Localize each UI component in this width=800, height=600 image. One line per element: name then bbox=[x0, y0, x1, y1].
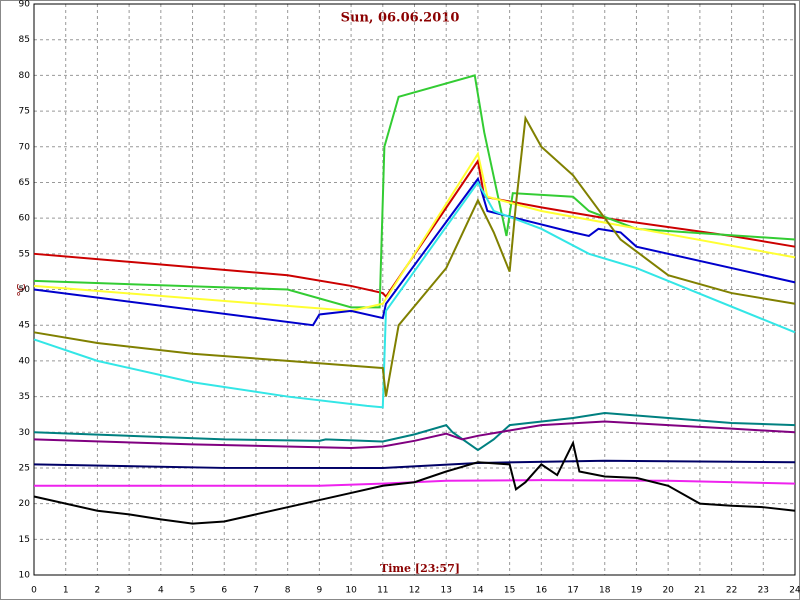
series-line bbox=[33, 411, 796, 452]
x-tick-label: 16 bbox=[536, 586, 548, 596]
x-tick-label: 9 bbox=[317, 586, 323, 596]
y-tick-label: 85 bbox=[19, 35, 30, 45]
y-tick-label: 65 bbox=[19, 178, 30, 188]
x-tick-label: 4 bbox=[158, 586, 164, 596]
y-tick-label: 90 bbox=[19, 0, 31, 10]
x-tick-label: 19 bbox=[631, 586, 643, 596]
y-tick-label: 20 bbox=[19, 499, 31, 509]
series-line bbox=[33, 180, 796, 409]
y-tick-label: 70 bbox=[19, 142, 31, 152]
x-tick-label: 22 bbox=[726, 586, 737, 596]
chart-title: Sun, 06.06.2010 bbox=[341, 11, 460, 26]
x-tick-label: 13 bbox=[440, 586, 451, 596]
y-tick-label: 60 bbox=[19, 214, 31, 224]
y-tick-label: 25 bbox=[19, 463, 30, 473]
x-axis-label: Time [23:57] bbox=[380, 562, 460, 575]
x-tick-label: 20 bbox=[662, 586, 674, 596]
x-tick-label: 21 bbox=[694, 586, 705, 596]
y-tick-label: 10 bbox=[19, 571, 31, 581]
series-line bbox=[33, 158, 796, 299]
x-tick-label: 2 bbox=[95, 586, 101, 596]
x-tick-label: 6 bbox=[221, 586, 227, 596]
y-tick-label: 45 bbox=[19, 321, 30, 331]
x-tick-label: 5 bbox=[190, 586, 196, 596]
x-tick-label: 7 bbox=[253, 586, 259, 596]
y-tick-label: 80 bbox=[19, 71, 31, 81]
x-tick-label: 23 bbox=[758, 586, 769, 596]
y-tick-label: 55 bbox=[19, 249, 30, 259]
x-tick-label: 24 bbox=[789, 586, 800, 596]
x-tick-label: 8 bbox=[285, 586, 291, 596]
x-tick-label: 3 bbox=[126, 586, 132, 596]
x-tick-label: 10 bbox=[345, 586, 357, 596]
y-axis-label: °C bbox=[15, 283, 28, 297]
x-tick-label: 11 bbox=[377, 586, 388, 596]
x-tick-label: 12 bbox=[409, 586, 420, 596]
y-tick-label: 75 bbox=[19, 107, 30, 117]
y-tick-label: 30 bbox=[19, 428, 31, 438]
y-tick-label: 40 bbox=[19, 356, 31, 366]
x-tick-label: 15 bbox=[504, 586, 515, 596]
series-line bbox=[34, 479, 796, 487]
x-tick-label: 1 bbox=[63, 586, 69, 596]
series-line bbox=[33, 176, 796, 327]
x-tick-label: 14 bbox=[472, 586, 484, 596]
y-tick-label: 15 bbox=[19, 535, 30, 545]
x-tick-label: 0 bbox=[31, 586, 37, 596]
series-line bbox=[33, 74, 796, 309]
series-line bbox=[33, 114, 796, 397]
x-tick-label: 17 bbox=[567, 586, 578, 596]
x-tick-label: 18 bbox=[599, 586, 611, 596]
y-tick-label: 50 bbox=[19, 285, 31, 295]
series-line bbox=[33, 459, 796, 469]
series-line bbox=[33, 439, 796, 525]
y-tick-label: 35 bbox=[19, 392, 30, 402]
series-line bbox=[33, 420, 796, 449]
